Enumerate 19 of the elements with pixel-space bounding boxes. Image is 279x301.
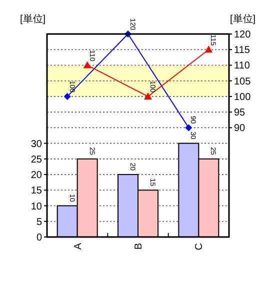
y2-tick-label: 105 <box>234 76 252 88</box>
x-tick-label: B <box>134 242 144 250</box>
y-tick-label: 10 <box>30 201 42 212</box>
y2-tick-label: 90 <box>234 123 246 134</box>
y2-tick-label: 110 <box>234 60 250 72</box>
x-tick-label: C <box>194 243 206 250</box>
y2-axis-title: [単位] <box>230 13 256 25</box>
y2-tick-label: 95 <box>234 108 246 119</box>
y-tick-label: 5 <box>36 216 42 228</box>
y-tick-label: 25 <box>30 154 42 166</box>
y-tick-label: 15 <box>30 186 42 197</box>
y2-tick-label: 100 <box>234 92 252 103</box>
y-tick-label: 30 <box>30 138 42 150</box>
y-axis-title: [単位] <box>20 13 46 25</box>
y2-tick-label: 115 <box>234 45 250 56</box>
y-tick-label: 0 <box>36 232 42 244</box>
y2-tick-label: 120 <box>234 30 252 40</box>
x-tick-label: A <box>72 242 84 250</box>
y-tick-label: 20 <box>30 170 42 182</box>
